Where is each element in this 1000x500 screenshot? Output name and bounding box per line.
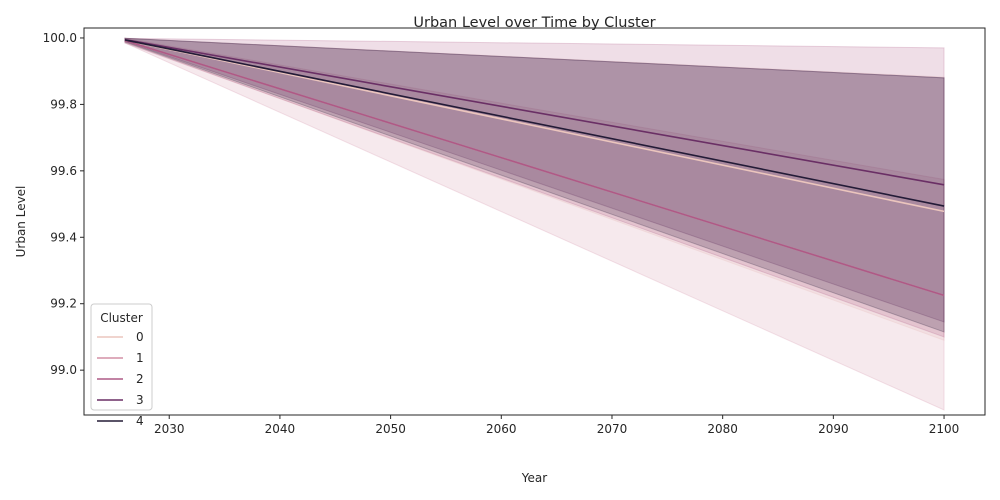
x-tick-label: 2080 [707, 422, 738, 436]
series-line-cluster-2 [124, 39, 945, 297]
legend-box [90, 303, 153, 411]
plot-frame [83, 27, 986, 416]
legend-label-cluster-1: 1 [136, 351, 144, 365]
x-tick-label: 2100 [929, 422, 960, 436]
x-tick-label: 2040 [265, 422, 296, 436]
y-tick-label: 100.0 [43, 31, 77, 45]
series-line-cluster-0 [124, 39, 945, 213]
series-line-cluster-3 [124, 38, 945, 186]
legend-label-cluster-0: 0 [136, 330, 144, 344]
x-tick-label: 2070 [597, 422, 628, 436]
legend: Cluster 0 1 2 3 4 [90, 303, 153, 428]
x-axis-ticks: 2030 2040 2050 2060 2070 2080 2090 2100 [154, 415, 959, 436]
y-tick-label: 99.0 [50, 363, 77, 377]
series-line-cluster-4 [124, 39, 945, 207]
legend-title: Cluster [100, 311, 143, 325]
legend-label-cluster-4: 4 [136, 414, 144, 428]
x-tick-label: 2050 [375, 422, 406, 436]
legend-label-cluster-3: 3 [136, 393, 144, 407]
y-tick-label: 99.2 [50, 297, 77, 311]
legend-label-cluster-2: 2 [136, 372, 144, 386]
x-tick-label: 2060 [486, 422, 517, 436]
y-tick-label: 99.4 [50, 230, 77, 244]
y-axis-title: Urban Level [14, 186, 28, 258]
y-tick-label: 99.6 [50, 164, 77, 178]
chart-title: Urban Level over Time by Cluster [413, 15, 655, 31]
y-tick-label: 99.8 [50, 97, 77, 111]
x-tick-label: 2030 [154, 422, 185, 436]
x-tick-label: 2090 [818, 422, 849, 436]
x-axis-title: Year [521, 471, 547, 485]
series-lines [124, 38, 945, 297]
y-axis-ticks: 99.0 99.2 99.4 99.6 99.8 100.0 [43, 31, 84, 377]
confidence-bands [124, 37, 945, 411]
